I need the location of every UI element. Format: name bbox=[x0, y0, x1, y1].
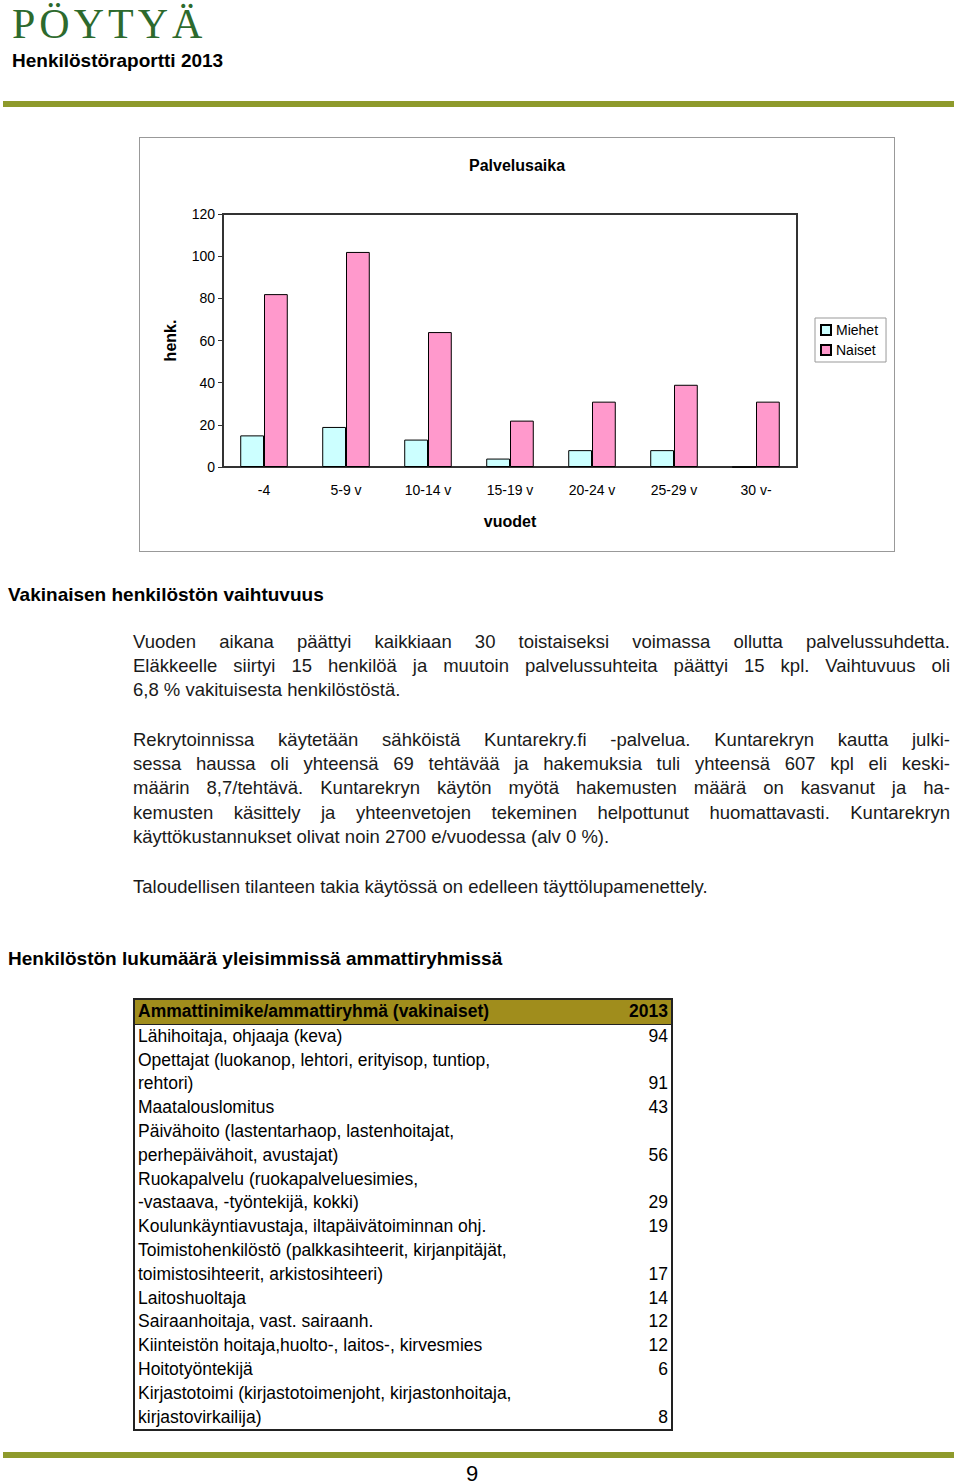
svg-text:40: 40 bbox=[199, 375, 215, 391]
html-text:Taloudellisen tilanteen takia: Taloudellisen tilanteen takia käytössä o… bbox=[133, 876, 708, 897]
html-text:12: 12 bbox=[648, 1335, 668, 1356]
html-text:sessa haussa oli yhteensä 69 t: sessa haussa oli yhteensä 69 tehtävää ja… bbox=[133, 753, 950, 775]
html-text:Henkilöstöraportti 2013: Henkilöstöraportti 2013 bbox=[12, 50, 224, 71]
svg-text:120: 120 bbox=[192, 206, 216, 222]
html-text:2013: 2013 bbox=[629, 1001, 668, 1021]
html-text:Rekrytoinnissa käytetään sähkö: Rekrytoinnissa käytetään sähköistä Kunta… bbox=[133, 729, 950, 750]
svg-text:60: 60 bbox=[199, 333, 215, 349]
svg-text:20: 20 bbox=[199, 417, 215, 433]
html-text:Hoitotyöntekijä: Hoitotyöntekijä bbox=[138, 1359, 253, 1379]
svg-text:Miehet: Miehet bbox=[836, 322, 878, 338]
html-text:6: 6 bbox=[658, 1359, 668, 1379]
svg-text:15-19 v: 15-19 v bbox=[487, 482, 534, 498]
html-text:Toimistohenkilöstö (palkkasiht: Toimistohenkilöstö (palkkasihteerit, kir… bbox=[138, 1240, 507, 1260]
html-text:Ammattinimike/ammattiryhmä (va: Ammattinimike/ammattiryhmä (vakinaiset) bbox=[138, 1001, 490, 1021]
html-text:Ruokapalvelu (ruokapalveluesim: Ruokapalvelu (ruokapalveluesimies, bbox=[138, 1168, 419, 1189]
html-text:Sairaanhoitaja, vast. sairaanh: Sairaanhoitaja, vast. sairaanh. bbox=[138, 1311, 374, 1332]
html-text:94: 94 bbox=[648, 1025, 668, 1046]
html-text:-vastaava, -työntekijä, kokki): -vastaava, -työntekijä, kokki) bbox=[138, 1192, 359, 1213]
svg-text:5-9 v: 5-9 v bbox=[330, 482, 361, 498]
html-text:Lähihoitaja, ohjaaja (keva): Lähihoitaja, ohjaaja (keva) bbox=[138, 1025, 343, 1046]
svg-text:Naiset: Naiset bbox=[836, 342, 876, 358]
html-text:6,8 % vakituisesta henkilöstös: 6,8 % vakituisesta henkilöstöstä. bbox=[133, 679, 401, 701]
html-text:PÖYTYÄ: PÖYTYÄ bbox=[12, 1, 207, 47]
svg-text:vuodet: vuodet bbox=[484, 513, 537, 530]
html-text:Vuoden aikana päättyi kaikkiaa: Vuoden aikana päättyi kaikkiaan 30 toist… bbox=[133, 631, 950, 652]
html-text:Kiinteistön hoitaja,huolto-, l: Kiinteistön hoitaja,huolto-, laitos-, ki… bbox=[138, 1335, 483, 1356]
html-text:91: 91 bbox=[648, 1073, 668, 1094]
html-text:käyttökustannukset olivat noin: käyttökustannukset olivat noin 2700 e/vu… bbox=[133, 825, 610, 847]
svg-text:30 v-: 30 v- bbox=[740, 482, 771, 498]
html-text:12: 12 bbox=[648, 1311, 668, 1332]
svg-text:80: 80 bbox=[199, 290, 215, 306]
html-text:Maatalouslomitus: Maatalouslomitus bbox=[138, 1097, 275, 1118]
html-text:Eläkkeelle siirtyi 15 henkilöä: Eläkkeelle siirtyi 15 henkilöä ja muutoi… bbox=[133, 655, 950, 677]
svg-text:-4: -4 bbox=[258, 482, 271, 498]
html-text:14: 14 bbox=[648, 1287, 668, 1308]
html-text:perhepäivähoit, avustajat): perhepäivähoit, avustajat) bbox=[138, 1144, 339, 1165]
svg-text:Palvelusaika: Palvelusaika bbox=[469, 157, 565, 174]
html-text:Laitoshuoltaja: Laitoshuoltaja bbox=[138, 1287, 246, 1308]
html-text:kirjastovirkailija): kirjastovirkailija) bbox=[138, 1406, 262, 1427]
html-text:19: 19 bbox=[648, 1216, 668, 1237]
html-text:17: 17 bbox=[648, 1263, 668, 1284]
svg-text:20-24 v: 20-24 v bbox=[569, 482, 616, 498]
html-text:Kirjastotoimi (kirjastotoimenj: Kirjastotoimi (kirjastotoimenjoht, kirja… bbox=[138, 1382, 512, 1403]
svg-text:10-14 v: 10-14 v bbox=[405, 482, 452, 498]
html-text:toimistosihteerit, arkistosiht: toimistosihteerit, arkistosihteeri) bbox=[138, 1263, 384, 1284]
svg-text:25-29 v: 25-29 v bbox=[651, 482, 698, 498]
html-text:Koulunkäyntiavustaja, iltapäiv: Koulunkäyntiavustaja, iltapäivätoiminnan… bbox=[138, 1216, 487, 1237]
html-text:kemusten käsittely ja yhteenve: kemusten käsittely ja yhteenvetojen teke… bbox=[133, 801, 950, 823]
svg-text:100: 100 bbox=[192, 248, 216, 264]
html-text:Opettajat (luokanop, lehtori,: Opettajat (luokanop, lehtori, erityisop,… bbox=[138, 1049, 491, 1070]
html-text:Päivähoito (lastentarhaop, las: Päivähoito (lastentarhaop, lastenhoitaja… bbox=[138, 1121, 455, 1141]
html-text:56: 56 bbox=[648, 1144, 668, 1165]
html-text:29: 29 bbox=[648, 1192, 668, 1213]
html-text:rehtori): rehtori) bbox=[138, 1073, 194, 1094]
svg-text:henk.: henk. bbox=[162, 320, 179, 362]
html-text:määrin 8,7/tehtävä. Kuntarekry: määrin 8,7/tehtävä. Kuntarekryn käytön m… bbox=[133, 777, 950, 799]
html-text:8: 8 bbox=[658, 1406, 668, 1427]
html-text:Vakinaisen henkilöstön vaihtuv: Vakinaisen henkilöstön vaihtuvuus bbox=[8, 584, 324, 605]
html-text:43: 43 bbox=[648, 1097, 668, 1118]
html-text:Henkilöstön lukumäärä yleisimm: Henkilöstön lukumäärä yleisimmissä ammat… bbox=[8, 948, 503, 969]
svg-text:0: 0 bbox=[207, 459, 215, 475]
